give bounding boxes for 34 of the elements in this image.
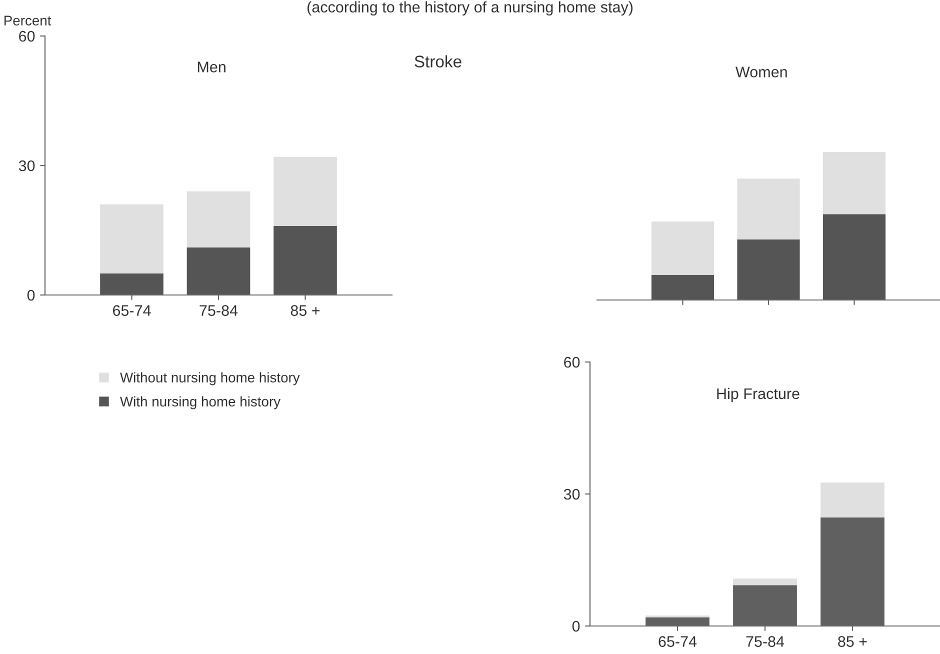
text: Hip Fracture	[717, 388, 800, 402]
bar	[822, 152, 886, 214]
x-tick-label: 85 +	[838, 636, 867, 647]
bar	[100, 273, 164, 295]
bar	[651, 274, 714, 300]
bar	[737, 178, 800, 240]
bar	[274, 226, 337, 295]
x-tick-label: 65-74	[658, 636, 697, 647]
y-tick-label: 30	[564, 488, 580, 500]
x-tick-label: 75-84	[746, 636, 784, 647]
y-tick-label: 30	[18, 160, 35, 172]
text: Stroke	[414, 55, 462, 68]
x-tick-label: 75-84	[200, 305, 238, 316]
y-tick-label: 60	[564, 356, 580, 368]
text: Men	[198, 62, 226, 72]
y-axis-title: Percent	[4, 16, 52, 26]
bar	[100, 204, 164, 274]
x-tick-label: 65-74	[112, 305, 151, 316]
bar	[651, 222, 714, 275]
bar	[274, 156, 337, 226]
y-tick-label: 60	[19, 30, 35, 42]
bar	[822, 214, 886, 300]
y-tick-label: 0	[572, 620, 580, 632]
bar	[186, 248, 250, 295]
legend-label: Without nursing home history	[120, 372, 300, 386]
y-tick-label: 0	[27, 290, 35, 301]
x-tick-label: 85 +	[290, 305, 320, 316]
text: (according to the history of a nursing home stay)	[307, 1, 633, 16]
chart-title: Women	[736, 66, 787, 78]
bar	[186, 191, 250, 248]
bar	[737, 239, 800, 300]
bar	[820, 482, 884, 518]
bar	[733, 578, 797, 586]
legend-label: With nursing home history	[120, 396, 281, 410]
